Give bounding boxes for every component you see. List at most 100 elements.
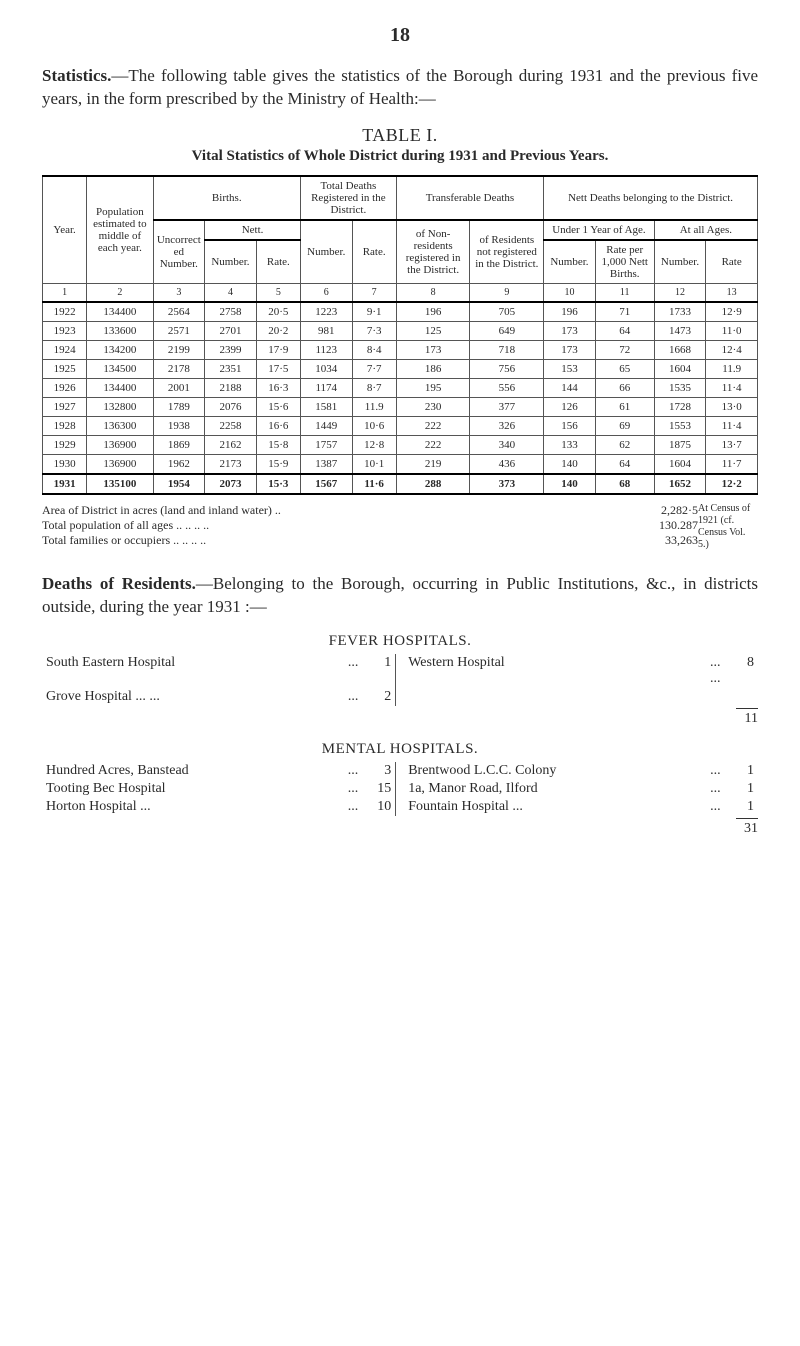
th-totdeaths: Total Deaths Registered in the District.: [300, 176, 396, 220]
colnum: 3: [153, 283, 205, 302]
cell: 10·1: [352, 454, 396, 474]
cell: 156: [544, 416, 596, 435]
cell: 12·4: [706, 340, 758, 359]
cell: 373: [470, 474, 544, 494]
cell: 10·6: [352, 416, 396, 435]
th-uncor: Uncorrected Number.: [153, 220, 205, 284]
table-row: 19221344002564275820·512239·119670519671…: [43, 302, 758, 322]
colnum: 12: [654, 283, 706, 302]
table-row: 19281363001938225816·6144910·62223261566…: [43, 416, 758, 435]
cell: 2701: [205, 321, 257, 340]
dots: ...: [339, 798, 367, 816]
cell: 132800: [87, 397, 153, 416]
cell: 140: [544, 454, 596, 474]
th-nettdeaths: Nett Deaths belonging to the District.: [544, 176, 758, 220]
cell: 1962: [153, 454, 205, 474]
colnum: 4: [205, 283, 257, 302]
cell: 15·6: [256, 397, 300, 416]
table-row: 19291369001869216215·8175712·82223401336…: [43, 435, 758, 454]
cell: 7·7: [352, 359, 396, 378]
colnum: 13: [706, 283, 758, 302]
th-td-rate: Rate.: [352, 220, 396, 284]
hospital-count: 3: [367, 762, 396, 780]
cell: 72: [595, 340, 654, 359]
footnote-block: Area of District in acres (land and inla…: [42, 503, 758, 551]
th-year: Year.: [43, 176, 87, 284]
cell: 326: [470, 416, 544, 435]
table-header: Year. Population estimated to middle of …: [43, 176, 758, 302]
cell: 12·8: [352, 435, 396, 454]
cell: 66: [595, 378, 654, 397]
cell: 1034: [300, 359, 352, 378]
cell: 222: [396, 435, 470, 454]
cell: 718: [470, 340, 544, 359]
list-item: Grove Hospital ... ......2: [42, 688, 758, 706]
column-separator: [396, 762, 405, 780]
hospital-count: 1: [730, 762, 758, 780]
colnum: 6: [300, 283, 352, 302]
cell: 756: [470, 359, 544, 378]
cell: 11·6: [352, 474, 396, 494]
th-aa-num: Num­ber.: [654, 240, 706, 284]
cell: 12·9: [706, 302, 758, 322]
cell: 2073: [205, 474, 257, 494]
cell: 649: [470, 321, 544, 340]
rule: [736, 818, 758, 819]
table-row: 19301369001962217315·9138710·12194361406…: [43, 454, 758, 474]
colnum: 11: [595, 283, 654, 302]
table-row: 19231336002571270120·29817·3125649173641…: [43, 321, 758, 340]
hospital-name: Fountain Hospital ...: [404, 798, 701, 816]
cell: 705: [470, 302, 544, 322]
cell: 230: [396, 397, 470, 416]
cell: 2351: [205, 359, 257, 378]
cell: 2188: [205, 378, 257, 397]
footnote-value: 33,263: [628, 533, 698, 548]
page-number: 18: [42, 24, 758, 47]
cell: 144: [544, 378, 596, 397]
cell: 1931: [43, 474, 87, 494]
cell: 1923: [43, 321, 87, 340]
intro-paragraph: Statistics.—The following table gives th…: [42, 65, 758, 111]
colnum: 2: [87, 283, 153, 302]
cell: 1174: [300, 378, 352, 397]
list-item: Horton Hospital ......10Fountain Hospita…: [42, 798, 758, 816]
column-separator: [396, 688, 405, 706]
cell: 2001: [153, 378, 205, 397]
cell: 2199: [153, 340, 205, 359]
cell: 20·5: [256, 302, 300, 322]
cell: 1223: [300, 302, 352, 322]
cell: 11.9: [706, 359, 758, 378]
th-aa-rate: Rate: [706, 240, 758, 284]
hospital-count: 1: [367, 654, 395, 688]
hospital-count: 1: [730, 798, 758, 816]
cell: 136300: [87, 416, 153, 435]
hospital-name: Brentwood L.C.C. Colony: [404, 762, 701, 780]
cell: 11·4: [706, 378, 758, 397]
cell: 377: [470, 397, 544, 416]
cell: 1567: [300, 474, 352, 494]
cell: 1553: [654, 416, 706, 435]
colnum: 5: [256, 283, 300, 302]
cell: 1869: [153, 435, 205, 454]
list-item: Tooting Bec Hospital...151a, Manor Road,…: [42, 780, 758, 798]
cell: 186: [396, 359, 470, 378]
th-tr-resnot: of Residents not registered in the Distr…: [470, 220, 544, 284]
cell: 126: [544, 397, 596, 416]
cell: 135100: [87, 474, 153, 494]
cell: 9·1: [352, 302, 396, 322]
colnum: 7: [352, 283, 396, 302]
table-row: 19241342002199239917·911238·417371817372…: [43, 340, 758, 359]
hospital-name: 1a, Manor Road, Ilford: [404, 780, 701, 798]
cell: 195: [396, 378, 470, 397]
table-row: 19251345002178235117·510347·718675615365…: [43, 359, 758, 378]
cell: 1733: [654, 302, 706, 322]
hospital-name: Western Hospital: [404, 654, 701, 688]
colnum: 9: [470, 283, 544, 302]
dots: ...: [339, 688, 367, 706]
th-births: Births.: [153, 176, 300, 220]
cell: 64: [595, 454, 654, 474]
cell: 136900: [87, 435, 153, 454]
dots: [701, 688, 729, 706]
footnote-label: Total population of all ages .. .. .. ..: [42, 518, 628, 533]
cell: 134400: [87, 302, 153, 322]
